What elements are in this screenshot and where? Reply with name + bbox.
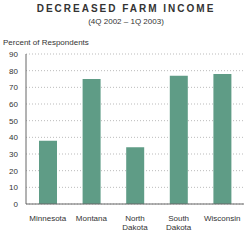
svg-text:40: 40: [9, 133, 18, 142]
svg-text:10: 10: [9, 183, 18, 192]
svg-text:80: 80: [9, 67, 18, 76]
svg-text:50: 50: [9, 117, 18, 126]
svg-text:Minnesota: Minnesota: [29, 214, 66, 223]
html-text:DECREASED FARM INCOME: DECREASED FARM INCOME: [36, 3, 216, 14]
svg-text:30: 30: [9, 150, 18, 159]
svg-text:NorthDakota: NorthDakota: [122, 214, 148, 230]
svg-text:Montana: Montana: [76, 214, 108, 223]
svg-text:Wisconsin: Wisconsin: [204, 214, 240, 223]
svg-text:60: 60: [9, 100, 18, 109]
svg-text:0: 0: [14, 200, 19, 209]
html-text:(4Q 2002 – 1Q 2003): (4Q 2002 – 1Q 2003): [88, 17, 164, 26]
svg-text:70: 70: [9, 83, 18, 92]
svg-text:SouthDakota: SouthDakota: [166, 214, 192, 230]
svg-text:20: 20: [9, 167, 18, 176]
html-text:Percent of Respondents: Percent of Respondents: [3, 38, 89, 47]
svg-text:90: 90: [9, 50, 18, 59]
